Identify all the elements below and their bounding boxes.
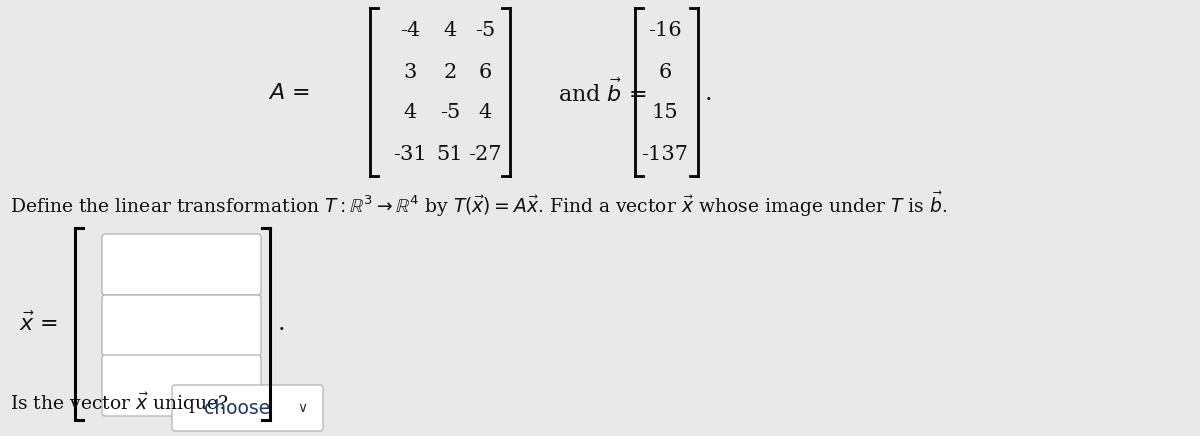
Text: Is the vector $\vec{x}$ unique?: Is the vector $\vec{x}$ unique? [10, 390, 229, 416]
Text: $\vec{x}$ =: $\vec{x}$ = [19, 313, 58, 336]
Text: 6: 6 [479, 62, 492, 82]
Text: -5: -5 [475, 20, 496, 40]
Text: -5: -5 [440, 103, 460, 123]
Text: -4: -4 [400, 20, 420, 40]
FancyBboxPatch shape [172, 385, 323, 431]
Text: .: . [706, 82, 713, 105]
Text: 51: 51 [437, 146, 463, 164]
Text: $A$ =: $A$ = [269, 82, 310, 104]
Text: 4: 4 [403, 103, 416, 123]
Text: -137: -137 [642, 146, 689, 164]
Text: .: . [278, 313, 286, 335]
Text: 4: 4 [443, 20, 457, 40]
Text: -16: -16 [648, 20, 682, 40]
Text: 2: 2 [443, 62, 457, 82]
Text: 3: 3 [403, 62, 416, 82]
Text: 6: 6 [659, 62, 672, 82]
Text: 4: 4 [479, 103, 492, 123]
Text: -31: -31 [394, 146, 427, 164]
Text: ∨: ∨ [296, 401, 307, 415]
Text: choose: choose [204, 399, 271, 418]
FancyBboxPatch shape [102, 295, 262, 356]
FancyBboxPatch shape [102, 355, 262, 416]
Text: and $\vec{b}$ =: and $\vec{b}$ = [558, 79, 647, 106]
FancyBboxPatch shape [102, 234, 262, 295]
Text: Define the linear transformation $T : \mathbb{R}^3 \rightarrow \mathbb{R}^4$ by : Define the linear transformation $T : \m… [10, 189, 948, 218]
Text: 15: 15 [652, 103, 678, 123]
Text: -27: -27 [468, 146, 502, 164]
